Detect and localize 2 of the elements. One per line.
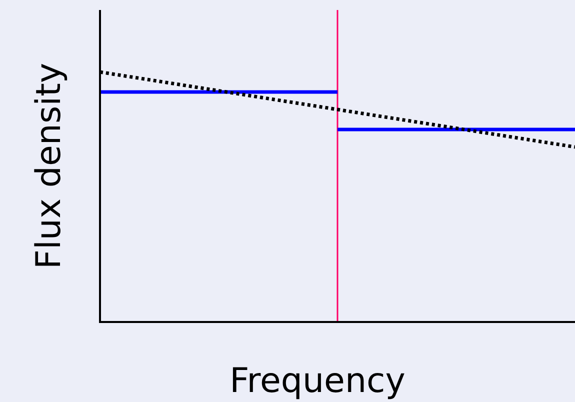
y-axis-title: Flux density [29, 62, 69, 270]
x-axis-title: Frequency [230, 361, 406, 401]
